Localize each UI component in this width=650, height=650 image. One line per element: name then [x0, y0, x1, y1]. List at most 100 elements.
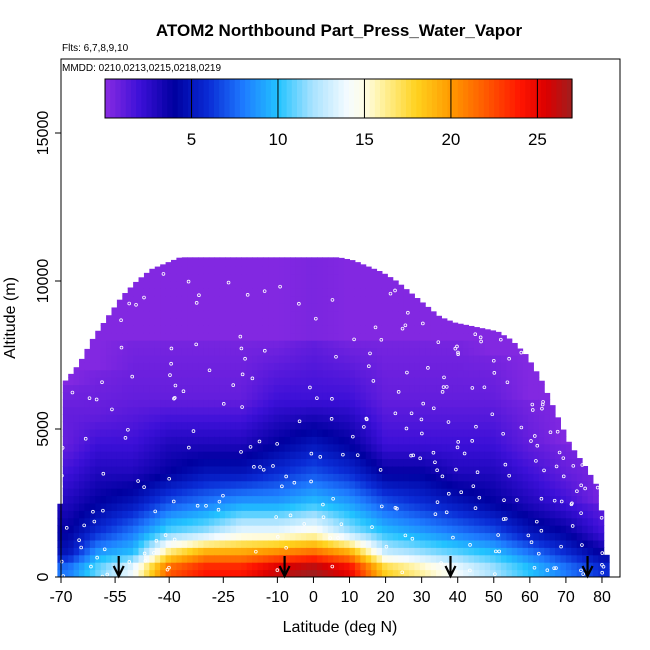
heatmap-cell	[295, 362, 302, 371]
heatmap-cell	[100, 525, 107, 534]
heatmap-cell	[317, 429, 323, 437]
heatmap-cell	[365, 510, 372, 519]
heatmap-cell	[198, 458, 204, 467]
heatmap-cell	[430, 355, 437, 363]
y-tick-label: 5000	[35, 411, 52, 447]
heatmap-cell	[68, 473, 75, 482]
heatmap-cell	[398, 480, 405, 489]
heatmap-cell	[160, 325, 167, 334]
heatmap-cell	[457, 569, 464, 578]
heatmap-cell	[279, 332, 286, 341]
heatmap-cell	[290, 540, 296, 548]
heatmap-cell	[306, 562, 313, 571]
heatmap-cell	[387, 332, 394, 341]
heatmap-cell	[425, 473, 432, 482]
heatmap-cell	[192, 532, 199, 541]
heatmap-cell	[79, 436, 85, 445]
heatmap-cell	[371, 525, 378, 534]
heatmap-cell	[360, 355, 367, 363]
heatmap-cell	[203, 340, 210, 349]
heatmap-cell	[73, 421, 80, 430]
heatmap-cell	[143, 406, 150, 415]
heatmap-cell	[257, 406, 264, 415]
heatmap-cell	[473, 369, 480, 378]
heatmap-cell	[354, 547, 361, 556]
heatmap-cell	[214, 257, 221, 260]
heatmap-cell	[327, 569, 334, 578]
heatmap-cell	[79, 421, 85, 430]
heatmap-cell	[430, 532, 437, 541]
heatmap-cell	[73, 377, 80, 386]
colorbar-segment	[338, 79, 345, 118]
observation-point	[355, 453, 360, 457]
heatmap-cell	[273, 258, 280, 267]
heatmap-cell	[490, 362, 497, 371]
heatmap-cell	[419, 362, 426, 371]
observation-point	[403, 533, 408, 538]
heatmap-cell	[160, 264, 167, 267]
heatmap-cell	[165, 266, 172, 275]
heatmap-cell	[457, 369, 464, 378]
heatmap-cell	[79, 554, 85, 563]
x-axis-label: Latitude (deg N)	[283, 619, 398, 636]
heatmap-cell	[170, 399, 177, 408]
heatmap-cell	[257, 377, 264, 386]
heatmap-cell	[560, 525, 567, 534]
heatmap-cell	[457, 421, 464, 430]
heatmap-cell	[376, 271, 383, 275]
heatmap-cell	[230, 288, 237, 297]
heatmap-cell	[490, 421, 497, 430]
heatmap-cell	[273, 525, 280, 534]
heatmap-cell	[371, 458, 378, 467]
heatmap-cell	[317, 414, 323, 423]
heatmap-cell	[371, 340, 378, 349]
heatmap-cell	[149, 303, 156, 312]
heatmap-cell	[522, 369, 529, 378]
colorbar-segment	[188, 79, 194, 118]
heatmap-cell	[208, 436, 215, 445]
observation-point	[334, 354, 338, 359]
heatmap-cell	[300, 288, 307, 297]
observation-point	[431, 406, 436, 411]
heatmap-cell	[79, 562, 85, 571]
heatmap-cell	[495, 340, 502, 349]
heatmap-cell	[338, 473, 345, 482]
heatmap-cell	[392, 532, 399, 541]
heatmap-cell	[317, 443, 323, 452]
observation-point	[561, 456, 566, 460]
heatmap-cell	[295, 443, 302, 452]
heatmap-cell	[468, 325, 475, 334]
heatmap-cell	[246, 554, 253, 563]
colorbar-segment	[213, 79, 220, 118]
heatmap-cell	[360, 554, 367, 563]
heatmap-cell	[500, 480, 507, 489]
heatmap-cell	[490, 443, 497, 452]
heatmap-cell	[381, 436, 388, 445]
heatmap-cell	[322, 540, 329, 548]
heatmap-cell	[392, 525, 399, 534]
heatmap-cell	[300, 340, 307, 349]
heatmap-cell	[403, 414, 410, 423]
heatmap-cell	[436, 355, 442, 363]
heatmap-cell	[414, 569, 421, 578]
heatmap-cell	[246, 318, 253, 326]
heatmap-cell	[149, 273, 156, 282]
heatmap-cell	[430, 488, 437, 497]
heatmap-cell	[517, 355, 524, 363]
heatmap-cell	[528, 377, 534, 386]
heatmap-cell	[252, 288, 259, 297]
heatmap-cell	[311, 384, 318, 393]
heatmap-cell	[208, 525, 215, 534]
heatmap-cell	[349, 458, 356, 467]
heatmap-cell	[84, 348, 91, 356]
heatmap-cell	[344, 466, 351, 474]
colorbar-segment	[354, 79, 360, 118]
heatmap-cell	[446, 510, 453, 519]
heatmap-cell	[62, 458, 69, 467]
heatmap-cell	[381, 318, 388, 326]
heatmap-cell	[538, 421, 545, 430]
heatmap-cell	[235, 310, 242, 319]
heatmap-cell	[403, 547, 410, 556]
heatmap-cell	[409, 473, 415, 482]
heatmap-cell	[252, 510, 259, 519]
